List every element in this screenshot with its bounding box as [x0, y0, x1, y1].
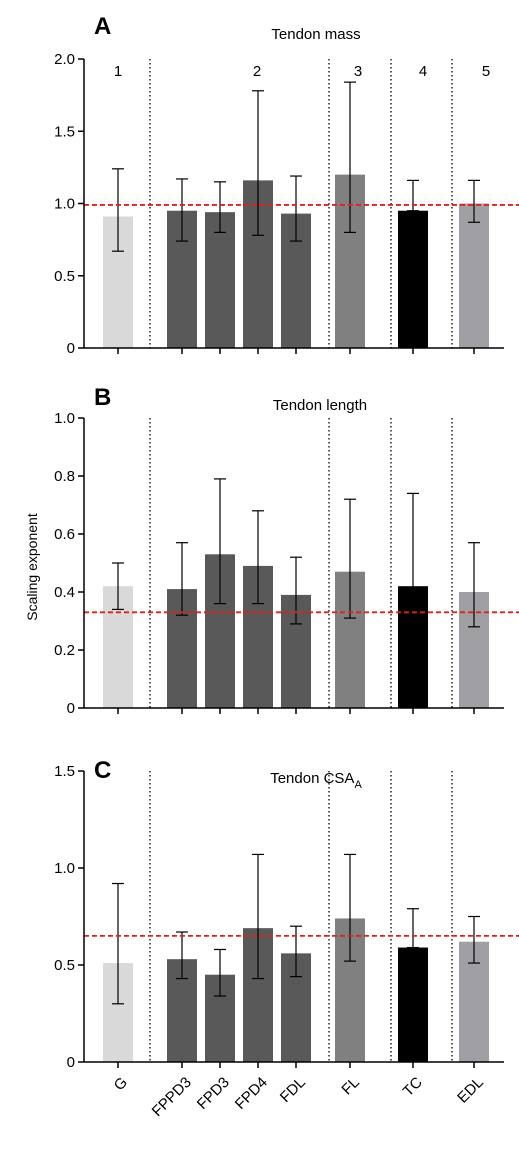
- group-label: 1: [114, 63, 122, 80]
- y-tick-label: 0.6: [54, 526, 75, 543]
- y-tick-label: 0.5: [54, 268, 75, 285]
- y-tick-label: 1.0: [54, 410, 75, 427]
- group-label: 4: [419, 63, 427, 80]
- panel-letter: C: [94, 757, 111, 784]
- panel-a: A Tendon mass 1 2 3 4 5 0 0.5 1.0 1.5 2.0: [54, 13, 519, 357]
- group-label: 2: [253, 63, 261, 80]
- y-tick-label: 2.0: [54, 51, 75, 68]
- y-axis-label: Scaling exponent: [24, 513, 40, 621]
- y-tick-label: 0.2: [54, 642, 75, 659]
- bar: [398, 947, 428, 1062]
- y-tick-label: 0.8: [54, 468, 75, 485]
- x-category-label: EDL: [454, 1074, 487, 1107]
- bar: [205, 212, 235, 348]
- x-category-label: FL: [338, 1074, 362, 1098]
- x-category-label: FPD3: [194, 1074, 233, 1113]
- panel-letter: A: [94, 13, 111, 40]
- group-label: 3: [354, 63, 362, 80]
- panel-b: B Tendon length 0 0.2 0.4 0.6 0.8 1.0: [54, 384, 519, 717]
- x-category-label: TC: [400, 1074, 426, 1100]
- panel-title: Tendon length: [273, 397, 367, 414]
- bar: [459, 203, 489, 348]
- y-tick-label: 1.5: [54, 763, 75, 780]
- panel-title: Tendon CSAA: [270, 770, 362, 791]
- y-tick-label: 1.0: [54, 196, 75, 213]
- x-category-label: FPD4: [232, 1074, 271, 1113]
- y-tick-label: 0.5: [54, 957, 75, 974]
- y-tick-label: 0: [67, 340, 75, 357]
- x-category-label: FDL: [277, 1074, 309, 1106]
- group-label: 5: [482, 63, 490, 80]
- panel-letter: B: [94, 384, 111, 411]
- y-tick-label: 0: [67, 700, 75, 717]
- panel-title: Tendon mass: [271, 26, 360, 43]
- y-tick-label: 0: [67, 1054, 75, 1071]
- y-tick-label: 0.4: [54, 584, 75, 601]
- bar: [398, 210, 428, 348]
- x-category-label: FPPD3: [149, 1074, 195, 1120]
- y-tick-label: 1.0: [54, 860, 75, 877]
- x-category-label: G: [111, 1074, 131, 1094]
- y-tick-label: 1.5: [54, 123, 75, 140]
